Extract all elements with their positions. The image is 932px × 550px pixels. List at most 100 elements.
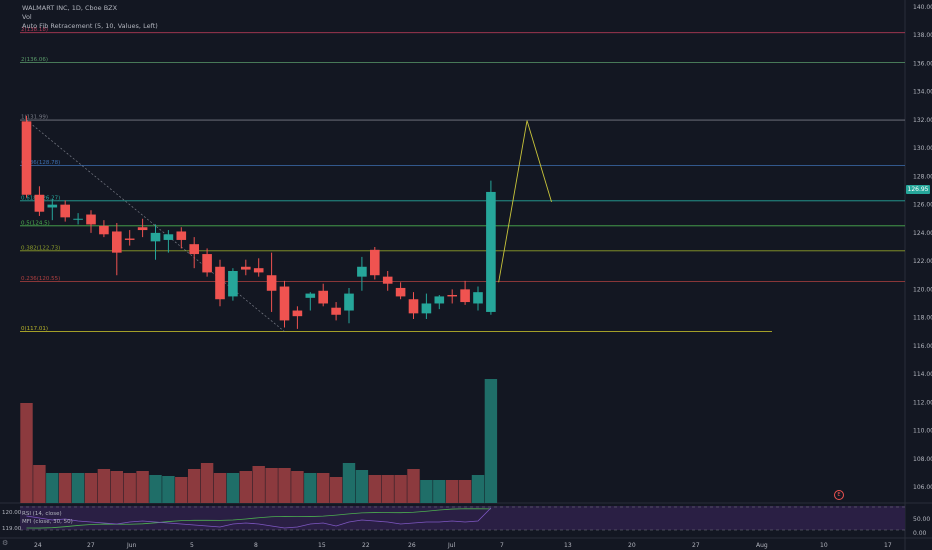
volume-bar: [394, 475, 407, 503]
volume-bar: [136, 471, 149, 503]
volume-bar: [433, 480, 446, 503]
fib-label: 2(138.18): [21, 27, 48, 33]
time-axis[interactable]: 24 27 Jun 5 8 15 22 26 Jul 7 13 20 27 Aug 10 17: [34, 542, 892, 549]
volume-bar: [123, 473, 136, 503]
volume-bar: [149, 475, 162, 503]
volume-bars: [20, 379, 498, 503]
rsi-label[interactable]: RSI (14, close): [22, 511, 62, 517]
candle-body: [163, 234, 174, 240]
candle-body: [344, 293, 354, 311]
price-tick: 130.00: [913, 145, 932, 152]
volume-bar: [84, 473, 98, 503]
volume-bar: [342, 463, 356, 503]
volume-bar: [265, 468, 278, 503]
candle-body: [434, 296, 445, 304]
candle-body: [112, 231, 122, 253]
volume-bar: [175, 477, 188, 503]
candle-body: [99, 225, 109, 235]
rsi-tick: 0.00: [913, 530, 927, 537]
price-tick: 132.00: [913, 117, 932, 124]
candle-body: [318, 290, 328, 304]
mfi-line: [26, 508, 491, 529]
time-tick: 5: [190, 542, 194, 549]
fib-label: 2(136.06): [21, 57, 48, 63]
price-tick: 126.00: [913, 202, 932, 209]
candle-body: [292, 310, 303, 317]
volume-bar: [71, 473, 85, 503]
time-tick: 26: [408, 542, 416, 549]
time-tick: 27: [692, 542, 700, 549]
volume-bar: [317, 473, 330, 503]
volume-bar: [407, 469, 420, 503]
time-tick: 15: [318, 542, 326, 549]
settings-icon[interactable]: ⚙: [2, 539, 9, 547]
candle-body: [60, 204, 70, 218]
volume-bar: [46, 473, 59, 503]
price-tick: 112.00: [913, 399, 932, 406]
price-tick: 122.00: [913, 258, 932, 265]
price-tick: 134.00: [913, 89, 932, 96]
volume-bar: [471, 475, 485, 503]
fib-label: 0(117.01): [21, 326, 48, 332]
price-tick: 140.00: [913, 4, 932, 11]
candle-body: [473, 292, 483, 304]
projection-line: [498, 120, 552, 283]
fib-label: 0.236(120.55): [21, 276, 60, 282]
symbol-title[interactable]: WALMART INC, 1D, Cboe BZX: [22, 4, 118, 12]
candle-body: [202, 254, 212, 273]
price-tick: 124.00: [913, 230, 932, 237]
volume-bar: [33, 465, 46, 503]
earnings-event-icon[interactable]: E: [834, 490, 844, 500]
volume-bar: [97, 469, 111, 503]
volume-bar: [368, 475, 381, 503]
candle-body: [357, 266, 367, 277]
rsi-panel: [20, 506, 905, 531]
candle-body: [370, 249, 380, 276]
candle-body: [447, 295, 457, 297]
volume-bar: [329, 477, 343, 503]
volume-bar: [420, 480, 433, 503]
price-tick: 106.00: [913, 484, 932, 491]
volume-bar: [252, 466, 265, 503]
fib-indicator-label[interactable]: Auto Fib Retracement (5, 10, Values, Lef…: [22, 22, 158, 30]
candle-body: [137, 227, 148, 231]
time-tick: 24: [34, 542, 42, 549]
candle-body: [47, 204, 58, 208]
price-axis[interactable]: 140.00 138.00 136.00 134.00 132.00 130.00 128.…: [913, 4, 932, 537]
candle-body: [486, 191, 496, 312]
rsi-tick-bottom: 119.00: [2, 526, 22, 532]
time-tick: Jun: [126, 542, 137, 549]
volume-bar: [110, 471, 123, 503]
candle-body: [382, 276, 393, 284]
volume-bar: [200, 463, 214, 503]
volume-bar: [446, 480, 459, 503]
price-tick: 110.00: [913, 428, 932, 435]
time-tick: 10: [820, 542, 828, 549]
time-tick: 17: [884, 542, 892, 549]
mfi-label[interactable]: MFI (close, 30, 50): [22, 519, 73, 525]
candlesticks: [21, 115, 496, 329]
volume-bar: [20, 403, 33, 503]
candle-body: [124, 238, 135, 240]
candle-body: [395, 287, 406, 297]
volume-bar: [188, 469, 201, 503]
candle-body: [241, 266, 251, 270]
price-tick: 136.00: [913, 60, 932, 67]
candle-body: [215, 266, 225, 300]
time-tick: Aug: [756, 542, 768, 549]
candle-body: [228, 271, 238, 297]
volume-indicator-label[interactable]: Vol: [22, 13, 32, 21]
volume-bar: [304, 473, 317, 503]
price-tick: 114.00: [913, 371, 932, 378]
candle-body: [408, 299, 419, 314]
candle-body: [34, 194, 45, 212]
volume-bar: [291, 471, 304, 503]
volume-bar: [213, 473, 227, 503]
time-tick: 20: [628, 542, 636, 549]
rsi-line: [26, 507, 492, 529]
price-tick: 138.00: [913, 32, 932, 39]
price-tick: 118.00: [913, 315, 932, 322]
candle-body: [176, 231, 187, 240]
volume-bar: [484, 379, 498, 503]
